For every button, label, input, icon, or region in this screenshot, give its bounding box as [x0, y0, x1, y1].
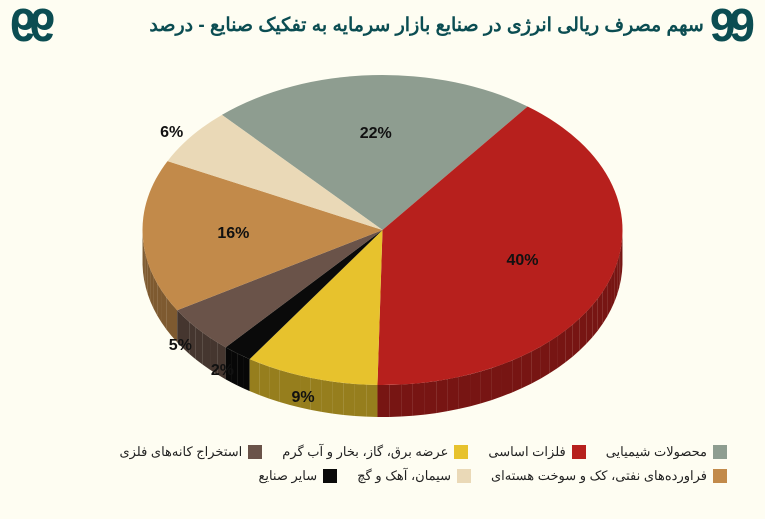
- pie-side: [436, 379, 447, 413]
- pie-side: [540, 341, 549, 378]
- legend-label: فلزات اساسی: [488, 444, 565, 460]
- pie-side: [458, 374, 469, 409]
- chart-title-bar: 99 سهم مصرف ریالی انرژی در صنایع بازار س…: [0, 0, 765, 40]
- pie-side: [470, 371, 481, 406]
- legend-swatch: [713, 445, 727, 459]
- pie-side: [512, 356, 522, 392]
- pie-side: [447, 377, 458, 411]
- pie-side: [491, 364, 501, 400]
- pie-side: [401, 383, 413, 416]
- legend-label: عرضه برق، گاز، بخار و آب گرم: [282, 444, 448, 460]
- quote-icon: 99: [16, 12, 55, 40]
- pie-side: [586, 305, 592, 344]
- slice-value-label: 40%: [507, 252, 539, 270]
- pie-side: [202, 332, 209, 369]
- pie-side: [579, 312, 585, 350]
- pie-side: [249, 359, 259, 395]
- legend-item: محصولات شیمیایی: [606, 444, 727, 460]
- pie-chart: 22% 40% 9% 2% 5% 16% 6%: [0, 40, 765, 440]
- pie-side: [279, 369, 289, 404]
- slice-value-label: 16%: [217, 225, 249, 243]
- legend-swatch: [323, 469, 337, 483]
- legend-item: فلزات اساسی: [488, 444, 585, 460]
- legend-swatch: [248, 445, 262, 459]
- pie-side: [389, 384, 401, 416]
- legend-item: فراورده‌های نفتی، کک و سوخت هسته‌ای: [491, 468, 727, 484]
- legend-item: سیمان، آهک و گچ: [357, 468, 471, 484]
- slice-value-label: 2%: [211, 362, 234, 380]
- legend-item: استخراج کانه‌های فلزی: [119, 444, 262, 460]
- pie-side: [259, 363, 269, 399]
- legend-swatch: [454, 445, 468, 459]
- pie-svg: [0, 40, 765, 440]
- pie-side: [237, 353, 243, 388]
- legend-swatch: [713, 469, 727, 483]
- slice-value-label: 22%: [360, 125, 392, 143]
- pie-side: [549, 336, 557, 373]
- legend-label: سایر صنایع: [258, 468, 317, 484]
- legend-label: محصولات شیمیایی: [606, 444, 707, 460]
- pie-side: [565, 324, 572, 362]
- pie-side: [166, 297, 171, 336]
- pie-side: [501, 360, 511, 396]
- pie-side: [531, 346, 540, 383]
- pie-side: [572, 318, 579, 356]
- pie-side: [480, 368, 491, 403]
- pie-side: [592, 298, 597, 337]
- legend-swatch: [457, 469, 471, 483]
- legend-label: فراورده‌های نفتی، کک و سوخت هسته‌ای: [491, 468, 707, 484]
- pie-side: [366, 384, 377, 416]
- legend: محصولات شیمیایی فلزات اساسی عرضه برق، گاز،…: [0, 440, 765, 500]
- pie-side: [195, 327, 202, 364]
- pie-side: [354, 384, 365, 417]
- quote-icon: 99: [710, 12, 749, 40]
- pie-side: [521, 351, 530, 388]
- pie-side: [412, 382, 424, 415]
- legend-item: عرضه برق، گاز، بخار و آب گرم: [282, 444, 468, 460]
- legend-swatch: [572, 445, 586, 459]
- slice-value-label: 6%: [160, 124, 183, 142]
- pie-side: [332, 381, 343, 414]
- pie-side: [424, 381, 436, 415]
- pie-side: [321, 380, 332, 414]
- pie-side: [377, 385, 389, 417]
- pie-side: [557, 330, 565, 368]
- pie-side: [269, 366, 279, 401]
- page-title: سهم مصرف ریالی انرژی در صنایع بازار سرما…: [149, 14, 703, 37]
- pie-side: [161, 290, 166, 329]
- legend-label: استخراج کانه‌های فلزی: [119, 444, 242, 460]
- slice-value-label: 9%: [291, 389, 314, 407]
- slice-value-label: 5%: [169, 337, 192, 355]
- legend-label: سیمان، آهک و گچ: [357, 468, 451, 484]
- legend-item: سایر صنایع: [258, 468, 337, 484]
- pie-side: [343, 383, 354, 416]
- pie-side: [243, 356, 249, 391]
